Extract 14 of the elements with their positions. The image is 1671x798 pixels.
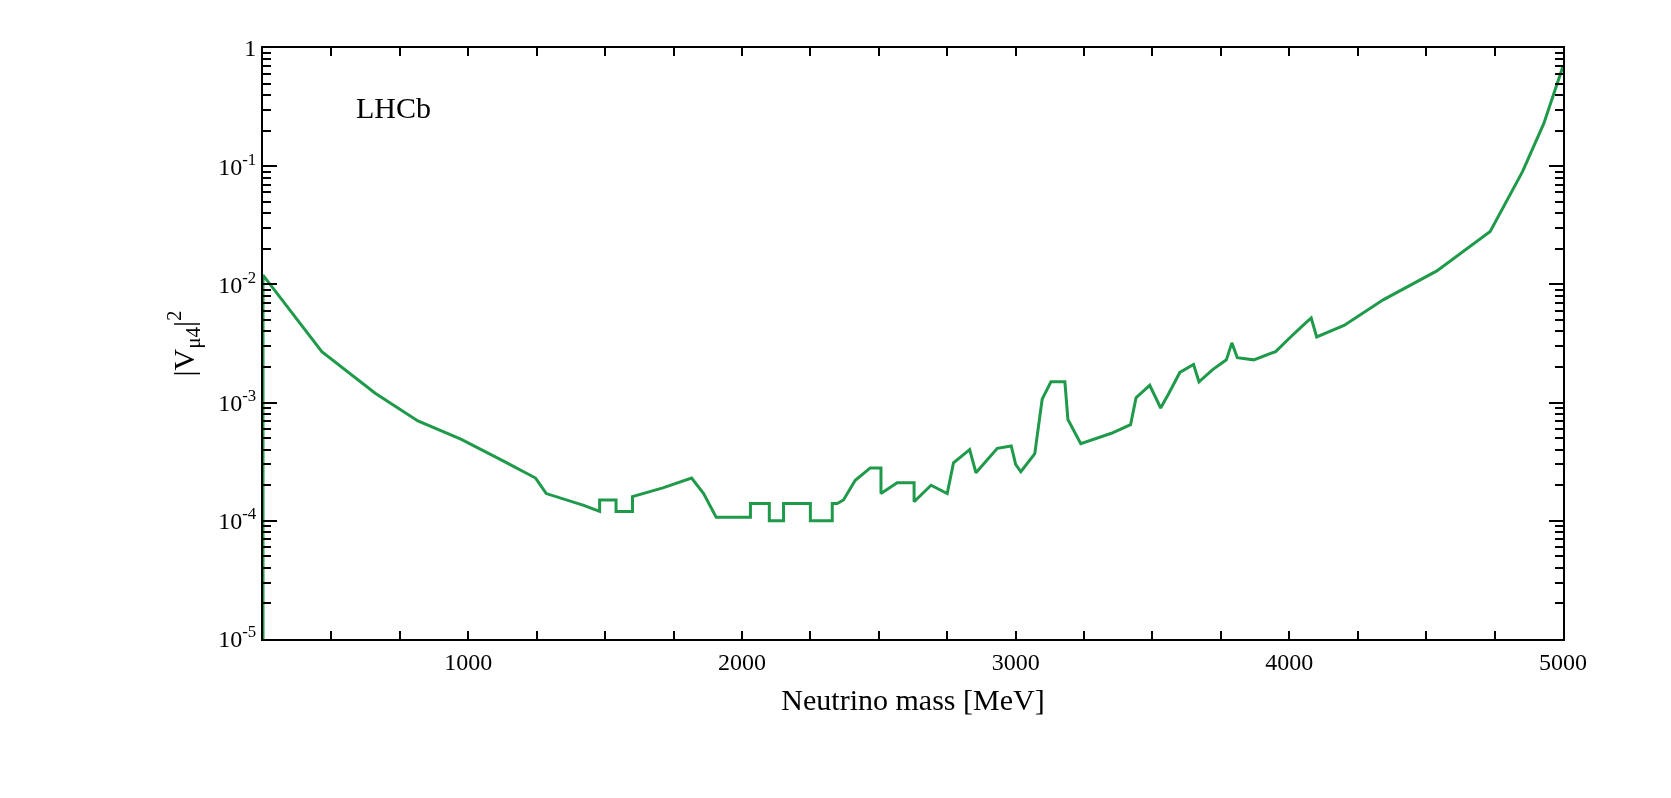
- y-tick-label: 10$^{-5}$: [218, 622, 257, 653]
- x-tick-label: 3000: [991, 648, 1040, 675]
- x-axis-title: Neutrino mass [MeV]: [781, 682, 1045, 716]
- y-tick-label: 10$^{-3}$: [218, 385, 257, 416]
- y-tick-label: 10$^{-2}$: [218, 267, 257, 298]
- x-tick-label: 2000: [717, 648, 766, 675]
- x-tick-label: 5000: [1539, 648, 1587, 675]
- annotation: LHCb: [356, 91, 431, 124]
- line-series: [263, 64, 1563, 639]
- y-tick-label: 10$^{-4}$: [218, 504, 257, 535]
- y-tick-label: 10$^{-1}$: [218, 149, 257, 180]
- x-tick-label: 4000: [1265, 648, 1314, 675]
- x-tick-label: 1000: [444, 648, 493, 675]
- y-tick-label: 1: [244, 35, 257, 62]
